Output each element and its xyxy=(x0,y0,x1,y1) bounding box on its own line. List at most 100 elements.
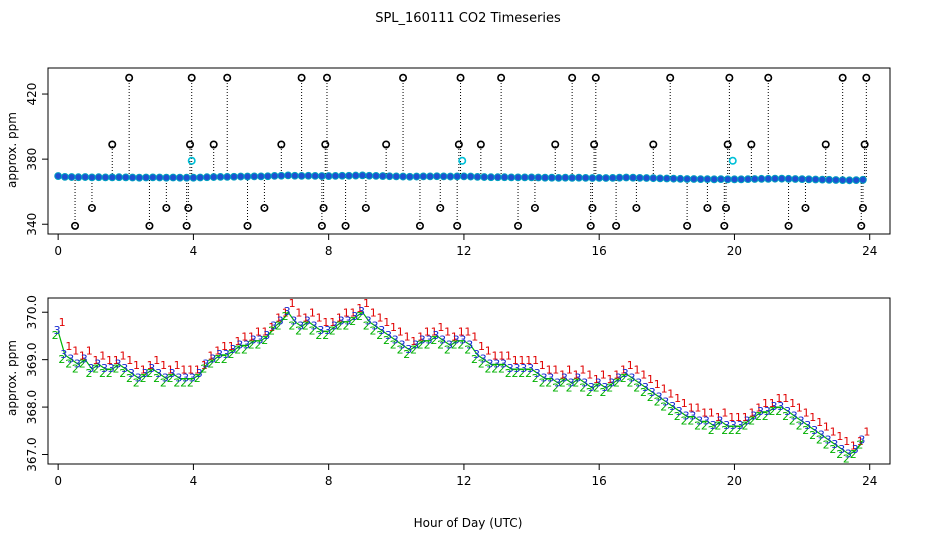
bottom-marker-2: 2 xyxy=(417,339,424,352)
bottom-marker-3: 3 xyxy=(541,372,548,385)
bottom-marker-2: 2 xyxy=(390,339,397,352)
top-baseline-point xyxy=(480,173,489,181)
bottom-marker-3: 3 xyxy=(209,353,216,366)
bottom-marker-1: 1 xyxy=(431,326,438,339)
bottom-marker-2: 2 xyxy=(856,438,863,451)
bottom-marker-1: 1 xyxy=(363,297,370,310)
bottom-marker-1: 1 xyxy=(370,307,377,320)
bottom-marker-1: 1 xyxy=(688,402,695,415)
bottom-y-tick-label: 369.0 xyxy=(25,342,39,376)
top-baseline-point xyxy=(561,173,570,182)
bottom-marker-1: 1 xyxy=(485,345,492,358)
bottom-marker-1: 1 xyxy=(72,345,79,358)
top-baseline-point xyxy=(696,175,705,184)
bottom-marker-1: 1 xyxy=(316,312,323,325)
bottom-marker-3: 3 xyxy=(304,315,311,328)
top-baseline-point xyxy=(527,173,536,182)
bottom-marker-2: 2 xyxy=(471,353,478,366)
top-baseline-point xyxy=(169,173,178,182)
top-x-tick-label: 24 xyxy=(862,244,877,258)
top-outlier-point xyxy=(649,140,658,149)
top-baseline-point xyxy=(514,173,522,182)
bottom-marker-1: 1 xyxy=(282,307,289,320)
top-baseline-point xyxy=(230,172,238,181)
bottom-x-tick-label: 24 xyxy=(862,474,877,488)
bottom-marker-1: 1 xyxy=(187,364,194,377)
bottom-marker-1: 1 xyxy=(721,406,728,419)
top-baseline-point xyxy=(162,173,171,182)
top-baseline-point xyxy=(175,173,184,182)
bottom-marker-2: 2 xyxy=(566,381,573,394)
top-baseline-point xyxy=(257,172,265,181)
top-outlier-point xyxy=(721,203,730,212)
top-outlier-point xyxy=(612,221,621,230)
bottom-marker-2: 2 xyxy=(336,320,343,333)
bottom-marker-2: 2 xyxy=(288,320,295,333)
bottom-marker-3: 3 xyxy=(487,357,494,370)
bottom-marker-3: 3 xyxy=(290,315,297,328)
bottom-marker-3: 3 xyxy=(338,315,345,328)
bottom-marker-1: 1 xyxy=(140,364,147,377)
bottom-marker-2: 2 xyxy=(255,339,262,352)
top-baseline-point xyxy=(385,172,394,181)
top-outlier-point xyxy=(860,140,869,149)
bottom-marker-2: 2 xyxy=(559,377,566,390)
bottom-marker-2: 2 xyxy=(451,339,458,352)
bottom-marker-2: 2 xyxy=(572,377,579,390)
bottom-marker-3: 3 xyxy=(527,362,534,375)
top-outlier-point xyxy=(260,203,269,212)
bottom-x-tick-label: 12 xyxy=(456,474,471,488)
bottom-marker-2: 2 xyxy=(600,386,607,399)
bottom-marker-3: 3 xyxy=(358,305,365,318)
top-baseline-point xyxy=(115,173,123,182)
bottom-marker-1: 1 xyxy=(113,354,120,367)
bottom-marker-2: 2 xyxy=(687,415,694,428)
bottom-marker-3: 3 xyxy=(622,367,629,380)
bottom-marker-1: 1 xyxy=(126,354,133,367)
top-baseline-point xyxy=(405,172,414,181)
bottom-marker-3: 3 xyxy=(324,324,331,337)
top-baseline-point xyxy=(365,171,374,180)
bottom-marker-2: 2 xyxy=(173,377,180,390)
bottom-marker-2: 2 xyxy=(654,396,661,409)
top-outlier-point xyxy=(209,140,218,149)
top-baseline-point xyxy=(730,175,739,184)
top-baseline-point xyxy=(547,173,556,182)
bottom-marker-2: 2 xyxy=(606,381,613,394)
bottom-marker-2: 2 xyxy=(248,339,255,352)
bottom-marker-2: 2 xyxy=(261,334,268,347)
bottom-marker-2: 2 xyxy=(329,325,336,338)
top-baseline-point xyxy=(689,175,698,183)
bottom-marker-2: 2 xyxy=(241,343,248,356)
bottom-marker-2: 2 xyxy=(126,372,133,385)
bottom-marker-2: 2 xyxy=(674,410,681,423)
bottom-marker-3: 3 xyxy=(798,414,805,427)
top-outlier-point xyxy=(125,73,134,82)
bottom-marker-3: 3 xyxy=(480,353,487,366)
top-baseline-point xyxy=(852,176,861,185)
bottom-marker-2: 2 xyxy=(343,320,350,333)
top-baseline-point xyxy=(74,173,83,182)
bottom-marker-1: 1 xyxy=(667,387,674,400)
bottom-plot-frame xyxy=(47,297,891,465)
top-outlier-point xyxy=(382,140,391,149)
bottom-marker-3: 3 xyxy=(378,324,385,337)
bottom-marker-3: 3 xyxy=(81,353,88,366)
top-baseline-point xyxy=(750,175,759,183)
bottom-marker-1: 1 xyxy=(546,364,553,377)
bottom-marker-1: 1 xyxy=(607,373,614,386)
bottom-marker-1: 1 xyxy=(640,368,647,381)
top-baseline-point xyxy=(338,171,347,180)
bottom-marker-3: 3 xyxy=(825,433,832,446)
top-outlier-point xyxy=(223,73,232,82)
bottom-marker-3: 3 xyxy=(446,338,453,351)
top-baseline-point xyxy=(541,173,549,182)
top-x-tick-label: 12 xyxy=(456,244,471,258)
top-x-tick-label: 16 xyxy=(592,244,607,258)
bottom-marker-1: 1 xyxy=(65,340,72,353)
bottom-marker-2: 2 xyxy=(545,377,552,390)
bottom-marker-1: 1 xyxy=(857,435,864,448)
top-baseline-point xyxy=(203,173,211,182)
bottom-marker-3: 3 xyxy=(243,338,250,351)
top-baseline-point xyxy=(378,172,387,180)
